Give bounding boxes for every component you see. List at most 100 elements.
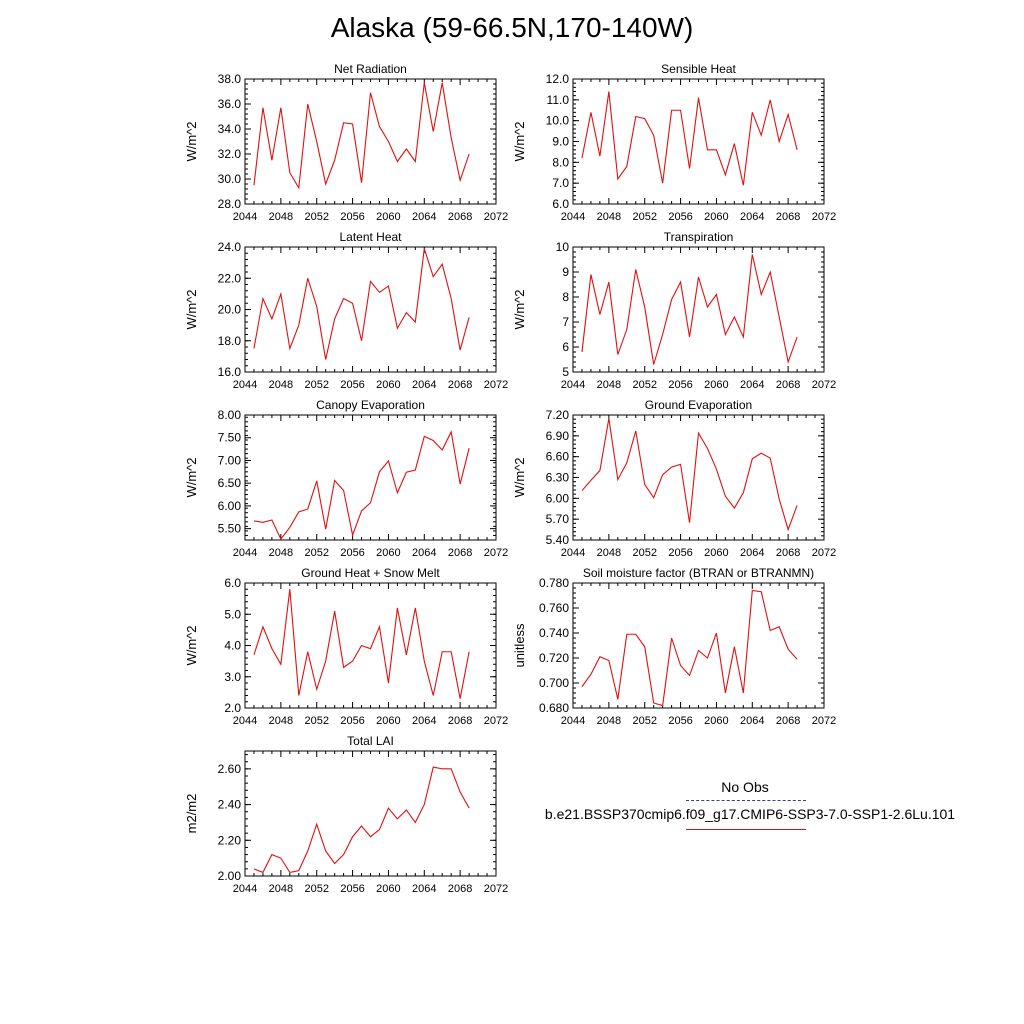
y-tick-label: 0.680 <box>539 701 569 715</box>
x-tick-label: 2048 <box>269 715 293 727</box>
x-tick-label: 2060 <box>376 883 400 895</box>
x-tick-label: 2056 <box>668 211 692 223</box>
x-tick-label: 2072 <box>484 211 508 223</box>
x-tick-label: 2052 <box>304 379 328 391</box>
y-tick-label: 10 <box>556 240 570 254</box>
chart-panel-5: Ground Evaporation W/m^2 2044 2048 2052 2056 2… <box>512 398 836 559</box>
plot-frame <box>244 414 497 541</box>
x-tick-label: 2068 <box>448 715 472 727</box>
chart-panel-4: Canopy Evaporation W/m^2 2044 2048 2052 2056 2… <box>184 398 508 559</box>
series-line <box>253 589 470 699</box>
x-tick-label: 2068 <box>776 715 800 727</box>
panel-title: Sensible Heat <box>661 62 736 76</box>
x-tick-label: 2060 <box>376 715 400 727</box>
series-line <box>581 418 798 532</box>
x-tick-label: 2060 <box>376 547 400 559</box>
y-tick-label: 11.0 <box>547 93 570 107</box>
chart-panel-0: Net Radiation W/m^2 2044 2048 2052 2056 2060 20… <box>184 62 508 223</box>
y-tick-label: 36.0 <box>218 97 242 111</box>
x-tick-label: 2068 <box>776 211 800 223</box>
x-tick-label: 2052 <box>304 211 328 223</box>
x-tick-label: 2072 <box>812 715 836 727</box>
y-tick-label: 34.0 <box>218 122 242 136</box>
series-line <box>253 82 470 190</box>
x-tick-label: 2052 <box>304 883 328 895</box>
chart-panel-8: Total LAI m2/m2 2044 2048 2052 2056 2060 2064 20… <box>184 734 508 895</box>
x-tick-label: 2052 <box>304 715 328 727</box>
y-tick-label: 6.0 <box>224 576 241 590</box>
x-tick-label: 2052 <box>632 547 656 559</box>
x-tick-label: 2064 <box>412 547 436 559</box>
y-axis-label: W/m^2 <box>512 121 527 161</box>
y-tick-label: 4.0 <box>224 639 241 653</box>
plot-frame <box>244 246 497 373</box>
y-axis-label: m2/m2 <box>184 794 199 834</box>
panel-title: Ground Heat + Snow Melt <box>301 566 440 580</box>
x-tick-label: 2064 <box>740 547 764 559</box>
y-axis-label: W/m^2 <box>512 289 527 329</box>
y-tick-label: 6 <box>562 340 569 354</box>
x-tick-label: 2044 <box>561 547 585 559</box>
x-tick-label: 2064 <box>412 379 436 391</box>
y-tick-label: 2.0 <box>224 701 241 715</box>
x-tick-label: 2052 <box>304 547 328 559</box>
legend-obs-label: No Obs <box>721 779 769 795</box>
panel-title: Net Radiation <box>334 62 407 76</box>
x-tick-label: 2060 <box>704 715 728 727</box>
panel-title: Latent Heat <box>339 230 402 244</box>
x-tick-label: 2048 <box>597 547 621 559</box>
y-tick-label: 6.00 <box>546 491 570 505</box>
y-tick-label: 7 <box>562 315 569 329</box>
x-tick-label: 2072 <box>484 883 508 895</box>
x-tick-label: 2044 <box>561 715 585 727</box>
x-tick-label: 2048 <box>597 379 621 391</box>
x-tick-label: 2068 <box>776 547 800 559</box>
y-tick-label: 18.0 <box>218 334 242 348</box>
series-line <box>581 589 798 707</box>
x-tick-label: 2052 <box>632 211 656 223</box>
y-tick-label: 0.740 <box>539 626 569 640</box>
y-tick-label: 0.720 <box>539 651 569 665</box>
x-tick-label: 2044 <box>561 379 585 391</box>
panel-title: Soil moisture factor (BTRAN or BTRANMN) <box>583 566 814 580</box>
x-tick-label: 2056 <box>668 379 692 391</box>
chart-panel-1: Sensible Heat W/m^2 2044 2048 2052 2056 2060 20… <box>512 62 836 223</box>
x-tick-label: 2072 <box>484 715 508 727</box>
y-tick-label: 28.0 <box>218 197 242 211</box>
x-tick-label: 2068 <box>776 379 800 391</box>
y-tick-label: 6.30 <box>546 471 570 485</box>
x-tick-label: 2048 <box>269 211 293 223</box>
x-tick-label: 2064 <box>412 883 436 895</box>
x-tick-label: 2060 <box>376 211 400 223</box>
x-tick-label: 2064 <box>740 211 764 223</box>
x-tick-label: 2056 <box>668 547 692 559</box>
y-tick-label: 2.00 <box>218 869 242 883</box>
y-tick-label: 0.700 <box>539 676 569 690</box>
series-line <box>581 254 798 365</box>
x-tick-label: 2068 <box>448 379 472 391</box>
y-tick-label: 6.60 <box>546 450 570 464</box>
y-tick-label: 22.0 <box>218 271 242 285</box>
y-tick-label: 5.70 <box>546 512 570 526</box>
x-tick-label: 2044 <box>233 379 257 391</box>
x-tick-label: 2048 <box>269 379 293 391</box>
y-tick-label: 2.20 <box>218 833 242 847</box>
x-tick-label: 2060 <box>704 211 728 223</box>
x-tick-label: 2060 <box>704 547 728 559</box>
x-tick-label: 2048 <box>597 211 621 223</box>
y-axis-label: W/m^2 <box>184 121 199 161</box>
figure-title: Alaska (59-66.5N,170-140W) <box>330 12 694 43</box>
y-tick-label: 3.0 <box>224 670 241 684</box>
x-tick-label: 2068 <box>448 211 472 223</box>
x-tick-label: 2056 <box>340 547 364 559</box>
y-tick-label: 20.0 <box>218 303 242 317</box>
x-tick-label: 2044 <box>561 211 585 223</box>
x-tick-label: 2052 <box>632 379 656 391</box>
y-tick-label: 6.90 <box>546 429 570 443</box>
x-tick-label: 2044 <box>233 211 257 223</box>
x-tick-label: 2044 <box>233 715 257 727</box>
y-tick-label: 24.0 <box>218 240 242 254</box>
y-tick-label: 16.0 <box>218 365 242 379</box>
y-axis-label: unitless <box>512 623 527 668</box>
